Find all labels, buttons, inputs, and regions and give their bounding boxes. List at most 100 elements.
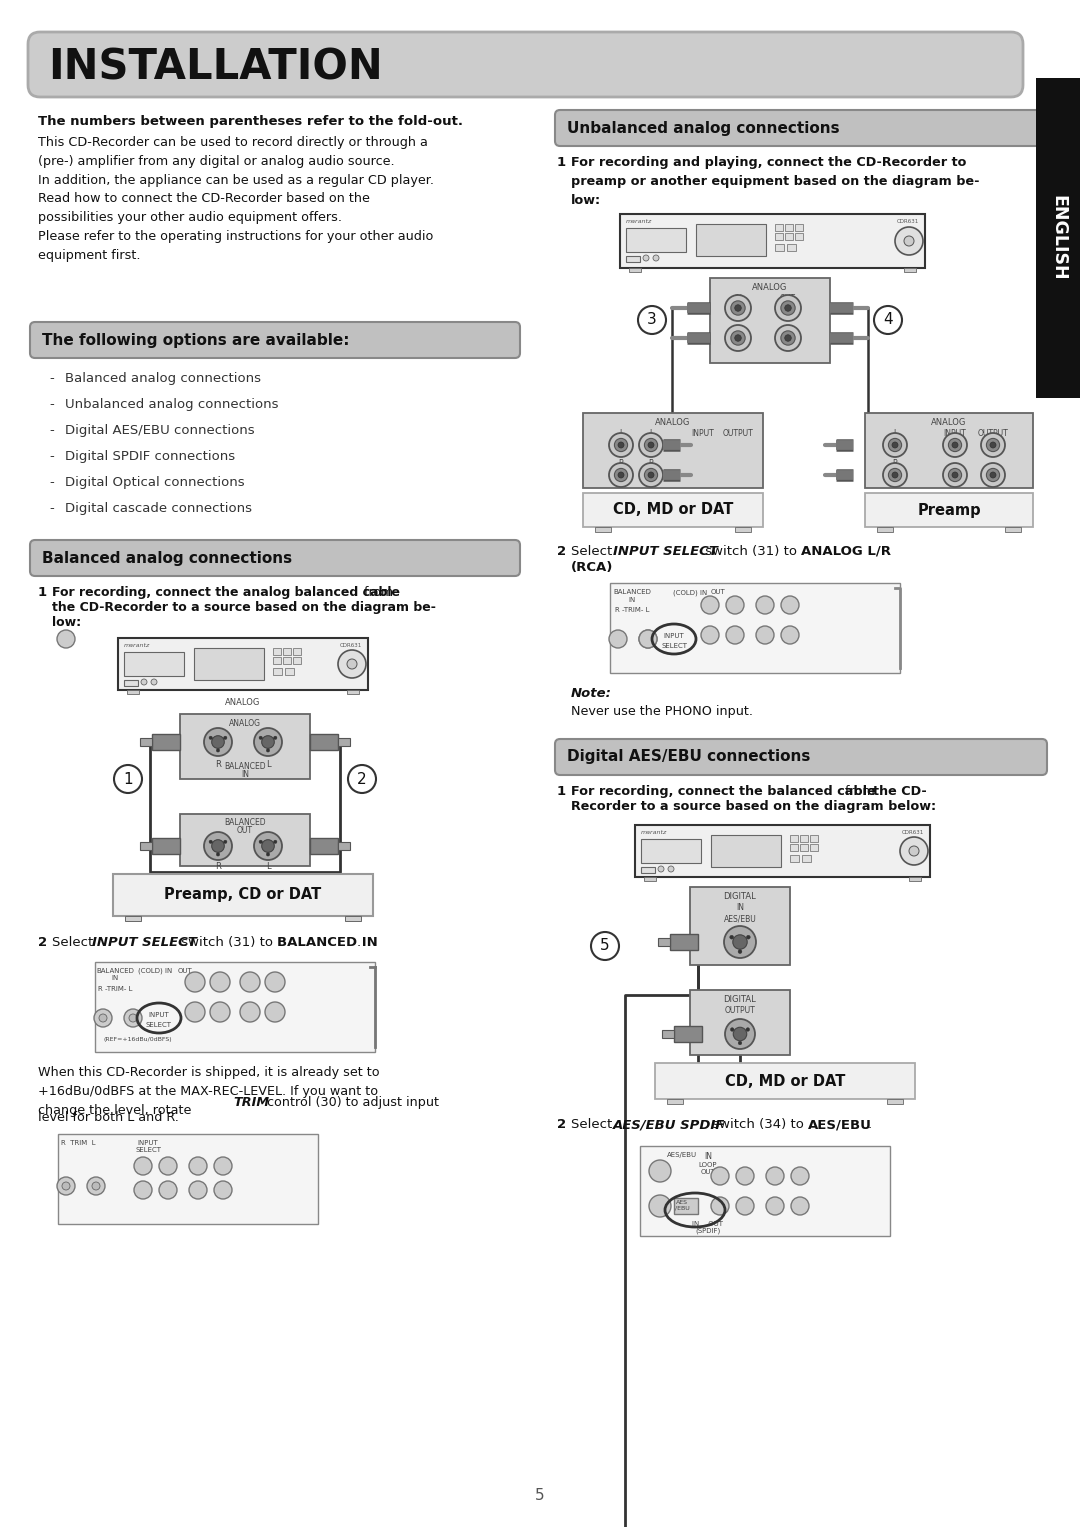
Text: SELECT: SELECT [661,643,687,649]
Text: the CD-: the CD- [873,785,927,799]
Bar [642,838,701,863]
Circle shape [649,1196,671,1217]
Circle shape [785,334,792,341]
Bar [140,738,152,747]
Bar [710,278,831,363]
Circle shape [791,1197,809,1215]
Circle shape [159,1157,177,1174]
Text: (COLD) IN: (COLD) IN [138,968,172,974]
Bar [273,647,281,655]
Text: ANALOG: ANALOG [226,698,260,707]
Circle shape [874,305,902,334]
Text: IN: IN [241,770,249,779]
Text: 2: 2 [357,771,367,786]
Text: INPUT: INPUT [663,634,685,638]
Bar [285,667,294,675]
Circle shape [766,1197,784,1215]
Text: Digital AES/EBU connections: Digital AES/EBU connections [567,750,810,765]
Bar [58,1135,318,1225]
Text: 2: 2 [557,1118,566,1132]
Text: Select: Select [571,1118,617,1132]
Circle shape [240,1002,260,1022]
Text: OUT: OUT [177,968,192,974]
Bar [583,412,762,489]
Bar [775,224,783,231]
Bar [775,234,783,240]
Bar [865,412,1032,489]
Text: L: L [266,760,270,770]
Bar [865,493,1032,527]
Bar [125,916,141,921]
Circle shape [204,832,232,860]
Text: R -TRIM- L: R -TRIM- L [615,608,649,612]
Circle shape [224,736,227,739]
Circle shape [214,1157,232,1174]
Text: Recorder to a source based on the diagram below:: Recorder to a source based on the diagra… [571,800,936,812]
Bar [635,825,930,876]
Circle shape [204,728,232,756]
Text: CD, MD or DAT: CD, MD or DAT [612,502,733,518]
Text: BALANCED: BALANCED [225,762,266,771]
Text: switch (34) to: switch (34) to [708,1118,808,1132]
Bar [674,1199,698,1214]
Text: 5: 5 [536,1487,544,1503]
Bar [789,835,798,841]
Circle shape [986,469,1000,481]
Bar [785,224,793,231]
Bar [696,224,766,257]
Circle shape [653,255,659,261]
Text: IN: IN [734,295,742,302]
Text: BALANCED IN: BALANCED IN [276,936,378,948]
Bar [658,938,670,947]
Bar [124,652,184,676]
Circle shape [943,434,967,457]
Circle shape [738,950,742,953]
Bar [795,234,804,240]
Text: the CD-Recorder to a source based on the diagram be-: the CD-Recorder to a source based on the… [52,602,436,614]
Text: For recording, connect the analog balanced cable: For recording, connect the analog balanc… [52,586,400,599]
Circle shape [639,463,663,487]
Bar [118,638,368,690]
Circle shape [730,1028,734,1031]
Bar [735,527,751,531]
Circle shape [904,237,914,246]
Text: -: - [50,476,54,489]
Circle shape [658,866,664,872]
Circle shape [775,295,801,321]
Circle shape [781,626,799,644]
Bar [140,841,152,851]
Bar [194,647,264,680]
Text: from: from [360,586,393,599]
Bar [690,989,789,1055]
Bar [273,667,282,675]
Text: -: - [50,373,54,385]
Circle shape [265,973,285,993]
Bar [152,734,180,750]
Circle shape [134,1180,152,1199]
Text: -: - [50,425,54,437]
Circle shape [210,1002,230,1022]
Bar [789,844,798,851]
Circle shape [214,1180,232,1199]
Text: L: L [266,863,270,870]
Text: marantz: marantz [626,218,652,224]
FancyBboxPatch shape [555,110,1047,147]
Circle shape [261,840,274,852]
Circle shape [725,1019,755,1049]
Text: R: R [892,460,897,467]
Text: R: R [648,460,653,467]
Text: DIGITAL: DIGITAL [724,892,756,901]
Text: AES/EBU: AES/EBU [667,1151,697,1157]
Text: 2: 2 [38,936,48,948]
Bar [909,876,921,881]
Text: (COLD) IN: (COLD) IN [673,589,707,596]
Text: CD, MD or DAT: CD, MD or DAT [725,1073,846,1089]
Circle shape [87,1177,105,1196]
Text: L: L [619,429,623,438]
Circle shape [739,1041,742,1044]
Text: OUTPUT: OUTPUT [723,429,754,438]
Circle shape [240,973,260,993]
Text: OUTPUT: OUTPUT [725,1006,755,1015]
Circle shape [134,1157,152,1174]
Circle shape [273,736,276,739]
